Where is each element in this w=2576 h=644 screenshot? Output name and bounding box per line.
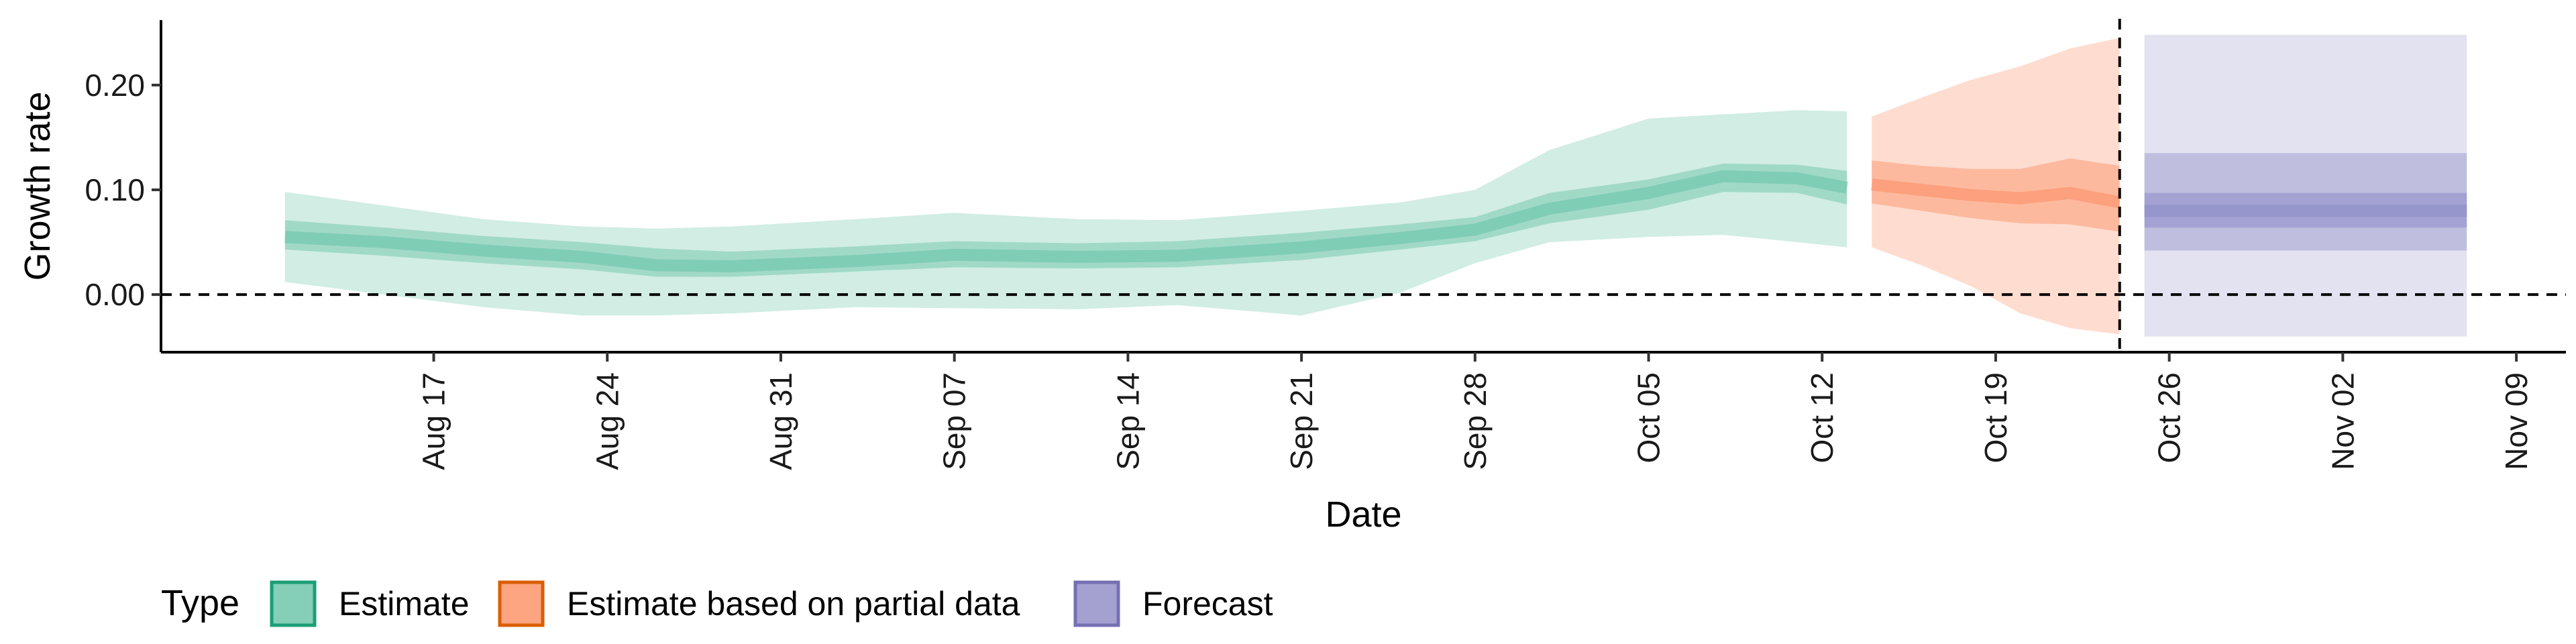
- estimate-based-on-partial-data-median-line: [1871, 178, 2121, 209]
- y-tick-label: 0.20: [85, 68, 145, 103]
- x-tick-label: Sep 21: [1284, 372, 1319, 470]
- x-tick-label: Aug 17: [417, 372, 451, 470]
- x-tick-label: Oct 19: [1978, 372, 2013, 464]
- estimate-based-on-partial-data-outer-band: [1872, 38, 2120, 335]
- legend-label-estimate-based-on-partial-data: Estimate based on partial data: [567, 585, 1020, 623]
- x-axis-title: Date: [1325, 494, 1401, 535]
- legend-title: Type: [161, 583, 239, 623]
- legend-key-estimate: [270, 580, 317, 627]
- reference-lines: [161, 19, 2566, 352]
- y-axis-title: Growth rate: [17, 91, 58, 280]
- forecast-outer-band: [2144, 34, 2467, 337]
- x-tick-label: Sep 28: [1458, 372, 1493, 470]
- band-layer: [284, 34, 2467, 337]
- x-tick-label: Aug 31: [763, 372, 798, 470]
- y-tick-label: 0.00: [85, 277, 145, 312]
- legend-key-estimate-based-on-partial-data: [498, 580, 545, 627]
- legend-label-forecast: Forecast: [1142, 585, 1273, 623]
- x-tick-label: Nov 02: [2325, 372, 2360, 470]
- x-tick-label: Aug 24: [590, 372, 625, 470]
- legend-key-forecast: [1073, 580, 1120, 627]
- x-tick-label: Oct 26: [2152, 372, 2187, 464]
- axes: 0.00 0.10 0.20 Aug 17 Aug 24 Aug 31 Sep 07 Sep …: [85, 20, 2566, 470]
- x-tick-label: Sep 14: [1110, 372, 1145, 470]
- x-tick-label: Oct 05: [1631, 372, 1666, 464]
- x-tick-label: Oct 12: [1805, 372, 1839, 464]
- x-tick-label: Sep 07: [937, 372, 972, 470]
- legend-label-estimate: Estimate: [339, 585, 470, 623]
- y-tick-label: 0.10: [85, 172, 145, 207]
- estimate-median-line: [284, 170, 1848, 272]
- legend: Type Estimate Estimate based on partial d…: [161, 580, 1273, 627]
- x-tick-label: Nov 09: [2499, 372, 2534, 470]
